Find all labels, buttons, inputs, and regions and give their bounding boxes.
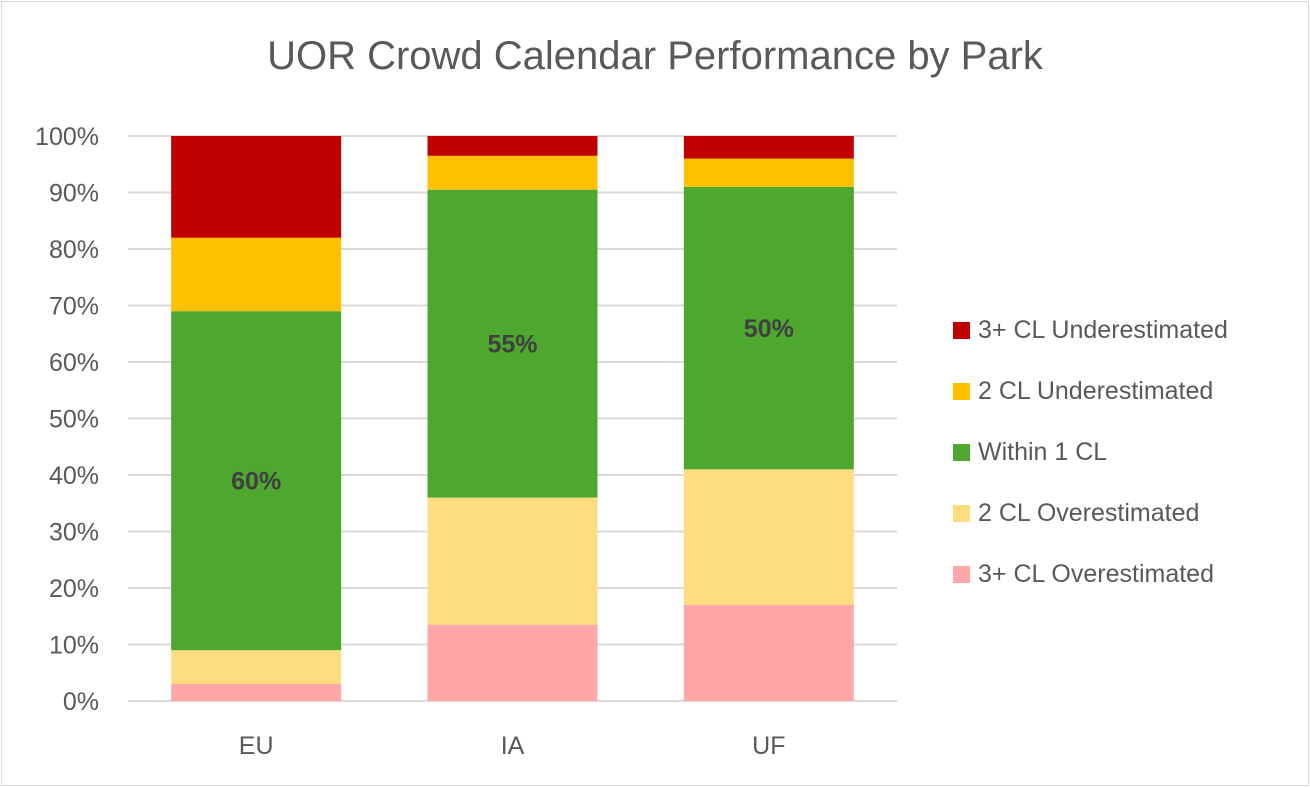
- bar-segment-eu-4: [171, 136, 342, 238]
- legend-item: Within 1 CL: [953, 422, 1228, 483]
- bar-segment-eu-0: [171, 684, 342, 701]
- y-tick-label: 70%: [49, 293, 99, 321]
- legend: 3+ CL Underestimated 2 CL Underestimated W…: [953, 300, 1228, 605]
- legend-item: 3+ CL Underestimated: [953, 300, 1228, 361]
- legend-label: 3+ CL Underestimated: [978, 316, 1228, 344]
- legend-swatch: [953, 505, 970, 522]
- legend-label: 2 CL Underestimated: [978, 377, 1214, 405]
- data-label: 50%: [744, 315, 794, 343]
- x-tick-label: UF: [752, 732, 785, 760]
- legend-label: 3+ CL Overestimated: [978, 560, 1214, 588]
- bar-segment-ia-4: [427, 136, 598, 156]
- legend-swatch: [953, 444, 970, 461]
- bar-segment-ia-0: [427, 624, 598, 701]
- bar-segment-eu-2: [171, 311, 342, 651]
- y-tick-label: 10%: [49, 632, 99, 660]
- bar-segment-ia-1: [427, 497, 598, 625]
- bar-segment-uf-4: [683, 136, 854, 159]
- bar-segment-eu-1: [171, 650, 342, 685]
- legend-swatch: [953, 566, 970, 583]
- bar-segment-ia-3: [427, 155, 598, 190]
- y-tick-label: 90%: [49, 180, 99, 208]
- bar-segment-ia-2: [427, 189, 598, 498]
- x-tick-label: IA: [501, 732, 525, 760]
- legend-label: 2 CL Overestimated: [978, 499, 1200, 527]
- legend-swatch: [953, 383, 970, 400]
- legend-label: Within 1 CL: [978, 438, 1108, 466]
- y-tick-label: 50%: [49, 406, 99, 434]
- legend-item: 3+ CL Overestimated: [953, 544, 1228, 605]
- data-label: 55%: [487, 331, 537, 359]
- legend-item: 2 CL Underestimated: [953, 361, 1228, 422]
- data-label: 60%: [231, 468, 281, 496]
- y-tick-label: 0%: [63, 688, 99, 716]
- bar-segment-eu-3: [171, 237, 342, 312]
- legend-swatch: [953, 322, 970, 339]
- chart-title: UOR Crowd Calendar Performance by Park: [267, 34, 1043, 78]
- bar-segment-uf-1: [683, 469, 854, 605]
- x-tick-label: EU: [239, 732, 274, 760]
- bar-segment-uf-3: [683, 158, 854, 187]
- y-tick-label: 40%: [49, 462, 99, 490]
- y-tick-label: 20%: [49, 575, 99, 603]
- y-tick-label: 30%: [49, 519, 99, 547]
- legend-item: 2 CL Overestimated: [953, 483, 1228, 544]
- y-tick-label: 60%: [49, 349, 99, 377]
- bar-segment-uf-2: [683, 186, 854, 470]
- y-tick-label: 100%: [35, 123, 99, 151]
- y-tick-label: 80%: [49, 236, 99, 264]
- bar-segment-uf-0: [683, 604, 854, 701]
